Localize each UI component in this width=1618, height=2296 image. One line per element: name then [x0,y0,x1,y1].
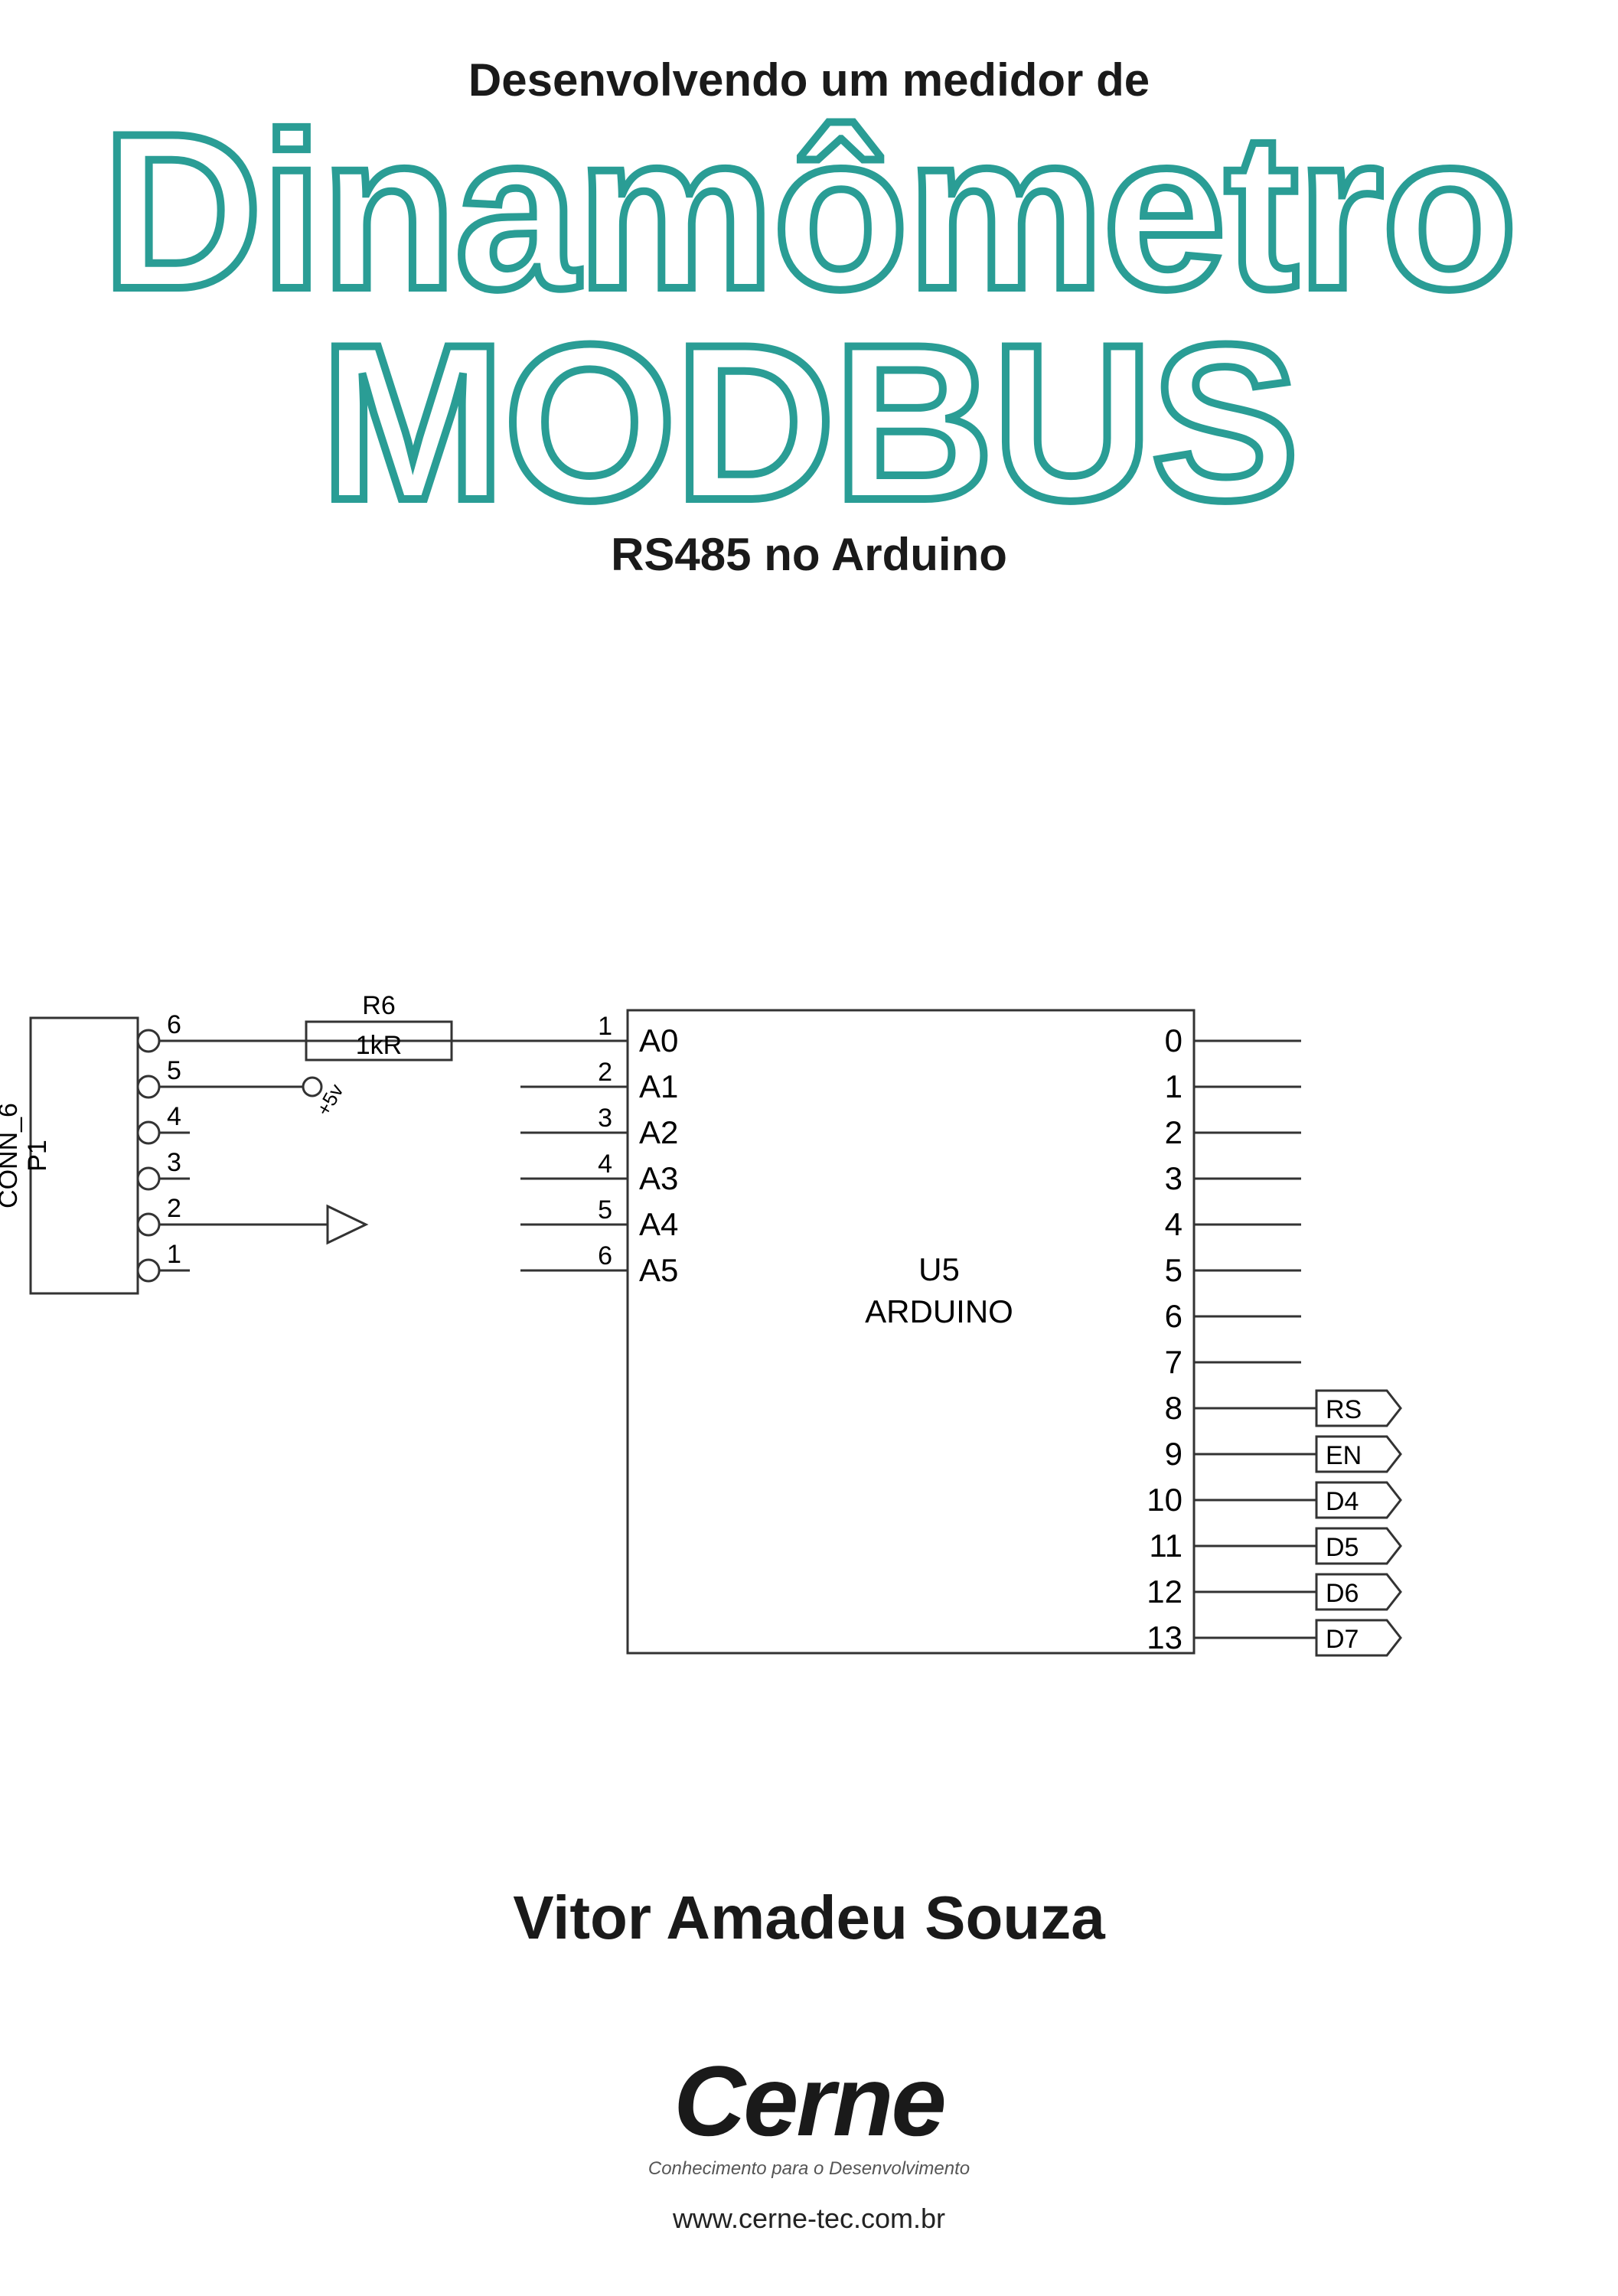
svg-text:11: 11 [1149,1528,1183,1564]
title-block: Desenvolvendo um medidor de Dinamômetro … [0,54,1618,581]
svg-text:U5: U5 [918,1251,960,1287]
logo-tagline: Conhecimento para o Desenvolvimento [0,2158,1618,2180]
svg-text:A2: A2 [639,1114,678,1150]
svg-text:4: 4 [167,1102,181,1131]
svg-text:R6: R6 [362,991,395,1020]
svg-text:ARDUINO: ARDUINO [865,1293,1013,1329]
svg-text:4: 4 [1165,1206,1183,1242]
title-line2: MODBUS [0,318,1618,529]
svg-text:2: 2 [167,1194,181,1223]
svg-text:D6: D6 [1326,1579,1359,1608]
svg-text:6: 6 [598,1241,612,1270]
schematic-diagram: CONN_6P1 6 5 4 3 2 1 R6 1kR +5v U5 ARDUINO 1 A0 2 A1 3 A2… [0,918,1618,1684]
title-line1: Dinamômetro [0,106,1618,318]
svg-text:CONN_6: CONN_6 [0,1103,23,1208]
svg-text:P1: P1 [23,1140,52,1172]
svg-text:10: 10 [1147,1482,1183,1518]
svg-text:3: 3 [598,1104,612,1133]
svg-text:D4: D4 [1326,1487,1359,1516]
svg-text:6: 6 [1165,1298,1183,1334]
svg-text:A0: A0 [639,1022,678,1058]
svg-text:2: 2 [598,1058,612,1087]
svg-text:12: 12 [1147,1574,1183,1609]
svg-text:13: 13 [1147,1619,1183,1655]
svg-text:1: 1 [1165,1068,1183,1104]
svg-text:5: 5 [1165,1252,1183,1288]
svg-text:8: 8 [1165,1390,1183,1426]
svg-text:2: 2 [1165,1114,1183,1150]
subtitle: RS485 no Arduino [0,528,1618,581]
svg-text:1: 1 [598,1012,612,1041]
svg-text:D7: D7 [1326,1625,1359,1654]
svg-text:+5v: +5v [312,1080,347,1120]
svg-text:9: 9 [1165,1436,1183,1472]
author-name: Vitor Amadeu Souza [0,1883,1618,1953]
logo-url: www.cerne-tec.com.br [0,2203,1618,2235]
svg-text:0: 0 [1165,1022,1183,1058]
svg-text:1: 1 [167,1240,181,1269]
svg-text:A3: A3 [639,1160,678,1196]
svg-text:5: 5 [167,1056,181,1085]
svg-text:6: 6 [167,1010,181,1039]
svg-text:A4: A4 [639,1206,678,1242]
svg-text:7: 7 [1165,1344,1183,1380]
svg-text:A1: A1 [639,1068,678,1104]
logo-text: Cerne [0,2043,1618,2158]
svg-text:EN: EN [1326,1441,1362,1470]
svg-text:4: 4 [598,1150,612,1179]
svg-text:A5: A5 [639,1252,678,1288]
svg-text:3: 3 [1165,1160,1183,1196]
svg-text:1kR: 1kR [356,1031,402,1060]
svg-text:RS: RS [1326,1395,1362,1424]
svg-text:5: 5 [598,1195,612,1225]
svg-text:3: 3 [167,1148,181,1177]
publisher-logo: Cerne Conhecimento para o Desenvolviment… [0,2043,1618,2235]
svg-text:D5: D5 [1326,1533,1359,1562]
